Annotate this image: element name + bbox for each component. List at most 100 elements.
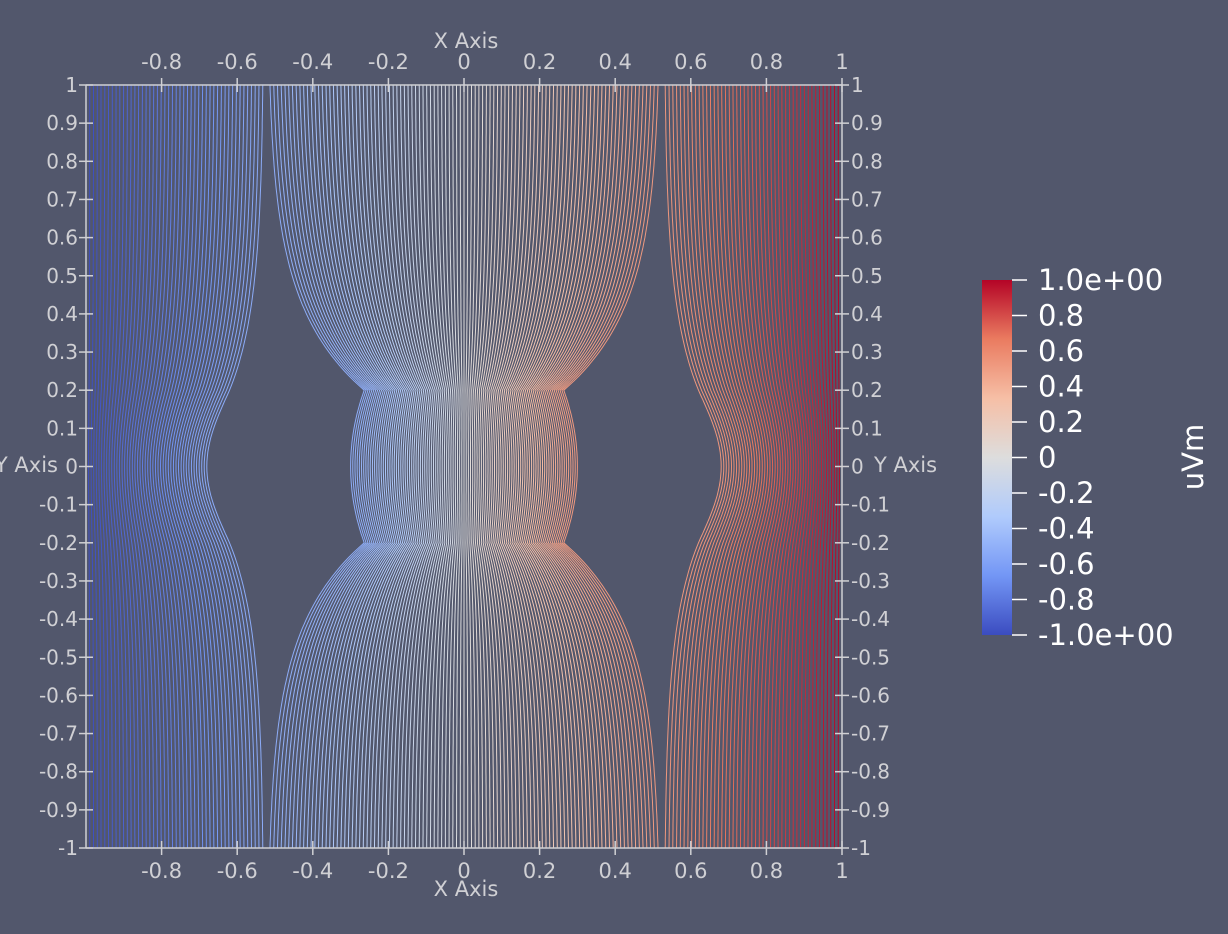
y-tick-label-left: 0.4: [46, 302, 78, 326]
y-tick-label-left: -0.4: [39, 607, 78, 631]
contour-line: [355, 84, 409, 849]
y-tick-label-left: 1: [65, 73, 78, 97]
y-tick-label-right: 0: [851, 455, 864, 479]
y-tick-label-left: -0.9: [39, 798, 78, 822]
contour-line: [100, 85, 110, 848]
contour-line: [811, 85, 822, 848]
y-tick-label-right: -0.8: [851, 760, 890, 784]
y-tick-label-left: -0.6: [39, 683, 78, 707]
contour-line: [676, 84, 730, 849]
contour-line: [429, 85, 448, 848]
contour-line: [131, 85, 155, 848]
contour-line: [418, 84, 442, 849]
contour-line: [129, 85, 151, 848]
contour-line: [709, 85, 753, 848]
contour-line: [190, 84, 241, 849]
contour-line: [403, 84, 434, 849]
contour-line: [198, 84, 252, 849]
contour-line: [392, 84, 429, 849]
y-tick-label-right: -0.2: [851, 531, 890, 555]
contour-line: [291, 84, 377, 849]
contour-line: [113, 85, 128, 848]
contour-line: [770, 84, 794, 849]
contour-line: [141, 85, 170, 848]
legend-tick-label: 0.8: [1038, 299, 1084, 333]
contour-line: [507, 84, 551, 849]
contour-line: [515, 85, 566, 848]
x-tick-label-top: 1: [835, 50, 848, 74]
contour-line: [175, 85, 219, 848]
contour-line: [437, 85, 452, 848]
contour-line: [295, 84, 379, 849]
contour-line: [683, 84, 735, 849]
contour-line: [154, 85, 188, 848]
y-tick-label-left: 0.2: [46, 378, 78, 402]
contour-line: [721, 85, 761, 848]
y-tick-label-right: -0.9: [851, 798, 890, 822]
y-tick-label-right: -0.7: [851, 722, 890, 746]
contour-line: [519, 84, 573, 849]
legend-tick-label: -0.8: [1038, 583, 1095, 617]
x-tick-label-top: 0: [457, 50, 470, 74]
legend-tick-label: 1.0e+00: [1038, 263, 1163, 297]
x-tick-label-top: 0.2: [523, 50, 556, 74]
y-tick-label-right: 0.8: [851, 149, 883, 173]
contour-line: [448, 85, 457, 848]
contour-line: [325, 84, 394, 849]
contour-line: [93, 85, 98, 848]
x-tick-label-top: 0.6: [674, 50, 707, 74]
contour-line: [494, 84, 525, 849]
contour-line: [499, 84, 536, 849]
contour-line: [269, 84, 365, 849]
color-legend: 1.0e+000.80.60.40.20-0.2-0.4-0.6-0.8-1.0…: [982, 263, 1210, 652]
contour-line: [526, 84, 588, 849]
contour-line: [149, 85, 181, 848]
x-tick-label-bottom: 0: [457, 859, 470, 883]
contour-line: [98, 85, 106, 848]
contour-line: [351, 84, 407, 849]
contour-line: [530, 84, 596, 849]
contour-line: [664, 84, 722, 849]
contour-line: [280, 84, 371, 849]
contour-line: [484, 85, 506, 848]
contour-line: [773, 85, 797, 848]
x-tick-label-top: -0.2: [368, 50, 409, 74]
contour-line: [206, 84, 264, 849]
contour-line: [532, 84, 599, 849]
legend-tick-label: -1.0e+00: [1038, 618, 1174, 652]
contour-line: [415, 85, 440, 848]
contour-line: [517, 84, 569, 849]
contour-line: [203, 84, 260, 849]
legend-tick-label: 0: [1038, 441, 1056, 475]
contour-line: [344, 84, 404, 849]
contour-line: [803, 85, 817, 848]
contour-line: [511, 84, 558, 849]
contour-line: [694, 84, 743, 849]
contour-line: [762, 85, 789, 848]
x-tick-label-bottom: -0.6: [217, 859, 258, 883]
contour-line: [471, 85, 480, 848]
contour-line: [277, 84, 369, 849]
contour-line: [826, 85, 833, 848]
contour-line: [124, 85, 143, 848]
contour-line: [159, 84, 196, 849]
y-tick-label-right: 0.7: [851, 187, 883, 211]
contour-line: [167, 85, 207, 848]
contour-line: [111, 85, 125, 848]
contour-line: [800, 85, 815, 848]
contour-line: [299, 84, 381, 849]
contour-line: [788, 84, 807, 849]
y-axis-title-left: Y Axis: [0, 453, 58, 477]
y-tick-label-right: 0.5: [851, 264, 883, 288]
contour-line: [544, 84, 622, 849]
contour-line: [501, 85, 540, 848]
contour-line: [486, 84, 510, 849]
contour-line: [139, 85, 166, 848]
contour-line: [557, 84, 648, 849]
contour-line: [126, 85, 147, 848]
contour-line: [822, 85, 830, 848]
legend-color-bar: [982, 280, 1012, 635]
contour-line: [698, 85, 745, 848]
contour-line: [492, 84, 521, 849]
contour-line: [444, 84, 455, 849]
